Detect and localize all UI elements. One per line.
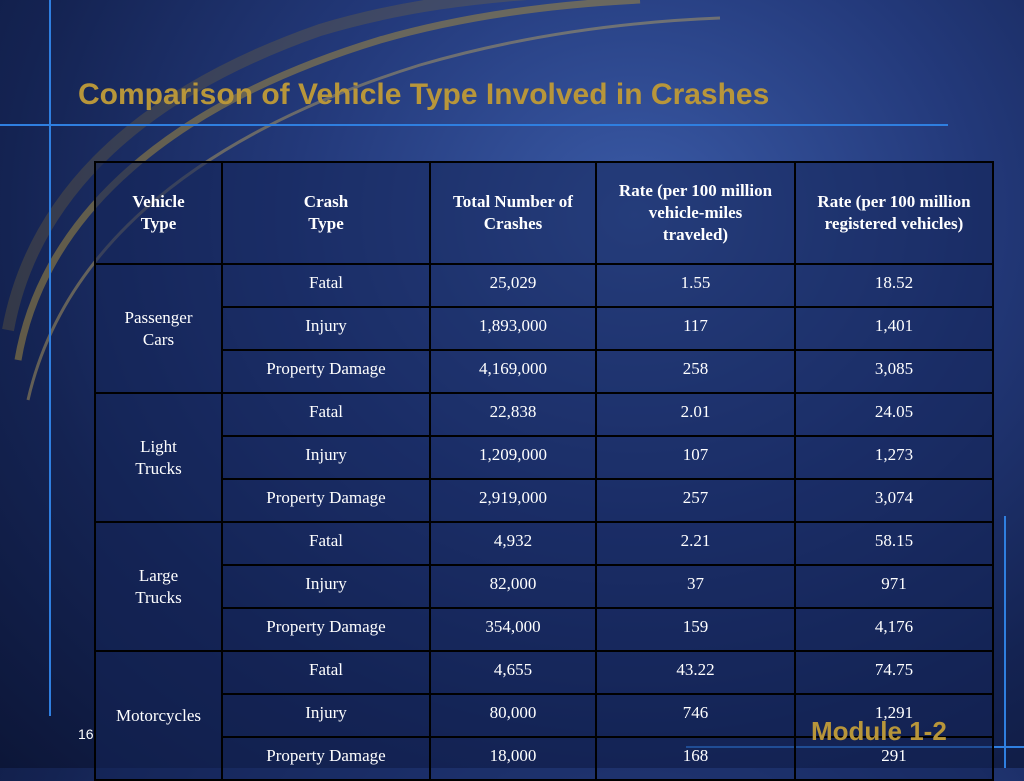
total-crashes-cell: 1,893,000 (429, 306, 597, 351)
table-row: Property Damage 2,919,000 257 3,074 (95, 478, 994, 523)
total-crashes-cell: 18,000 (429, 736, 597, 781)
vehicle-type-cell: Motorcycles (94, 650, 223, 781)
rate-vmt-cell: 37 (595, 564, 796, 609)
total-crashes-cell: 25,029 (429, 263, 597, 308)
header-text: Crashes (483, 214, 543, 233)
total-crashes-cell: 82,000 (429, 564, 597, 609)
vehicle-type-text: Passenger (124, 307, 193, 327)
rate-registered-cell: 24.05 (794, 392, 994, 437)
crash-type-cell: Property Damage (221, 349, 431, 394)
crash-type-cell: Fatal (221, 263, 431, 308)
table-row: Light Trucks Fatal 22,838 2.01 24.05 (94, 392, 994, 523)
title-underline (0, 124, 948, 126)
rate-registered-cell: 4,176 (794, 607, 994, 652)
rate-registered-cell: 3,085 (794, 349, 994, 394)
crash-type-cell: Injury (221, 564, 431, 609)
header-text: Rate (per 100 million (817, 192, 971, 211)
header-text: Vehicle (132, 192, 185, 211)
header-text: registered vehicles) (824, 214, 964, 233)
total-crashes-cell: 4,169,000 (429, 349, 597, 394)
header-text: traveled) (662, 225, 729, 244)
header-text: Type (308, 214, 344, 233)
total-crashes-cell: 1,209,000 (429, 435, 597, 480)
right-accent-line (1004, 516, 1006, 768)
table-row: Motorcycles Fatal 4,655 43.22 74.75 (94, 650, 994, 781)
vehicle-type-text: Large (138, 565, 179, 585)
vehicle-type-text: Cars (142, 329, 175, 349)
crash-type-cell: Injury (221, 693, 431, 738)
header-rate-registered: Rate (per 100 million registered vehicles… (794, 161, 994, 265)
table-row: Property Damage 4,169,000 258 3,085 (95, 349, 994, 394)
header-text: Crash (303, 192, 349, 211)
header-crash-type: Crash Type (221, 161, 431, 265)
rate-registered-cell: 971 (794, 564, 994, 609)
total-crashes-cell: 2,919,000 (429, 478, 597, 523)
vehicle-type-cell: Passenger Cars (94, 263, 223, 394)
table-row: Injury 82,000 37 971 (95, 564, 994, 609)
rate-vmt-cell: 2.21 (595, 521, 796, 566)
rate-vmt-cell: 258 (595, 349, 796, 394)
crash-type-cell: Property Damage (221, 736, 431, 781)
rate-registered-cell: 58.15 (794, 521, 994, 566)
total-crashes-cell: 4,932 (429, 521, 597, 566)
header-text: vehicle-miles (648, 203, 743, 222)
total-crashes-cell: 22,838 (429, 392, 597, 437)
header-row: Vehicle Type Crash Type Total Number of Crash… (94, 161, 994, 265)
rate-vmt-cell: 168 (595, 736, 796, 781)
crash-type-cell: Property Damage (221, 478, 431, 523)
rate-registered-cell: 1,291 (794, 693, 994, 738)
rate-vmt-cell: 117 (595, 306, 796, 351)
rate-vmt-cell: 257 (595, 478, 796, 523)
vehicle-type-cell: Large Trucks (94, 521, 223, 652)
rate-vmt-cell: 107 (595, 435, 796, 480)
table-row: Passenger Cars Fatal 25,029 1.55 18.52 (94, 263, 994, 394)
slide-title: Comparison of Vehicle Type Involved in C… (78, 78, 770, 111)
header-rate-vmt: Rate (per 100 million vehicle-miles travel… (595, 161, 796, 265)
rate-registered-cell: 1,273 (794, 435, 994, 480)
crash-type-cell: Fatal (221, 521, 431, 566)
crash-type-cell: Fatal (221, 650, 431, 695)
crash-comparison-table: Vehicle Type Crash Type Total Number of Crash… (94, 161, 994, 781)
rate-registered-cell: 3,074 (794, 478, 994, 523)
rate-vmt-cell: 746 (595, 693, 796, 738)
rate-vmt-cell: 159 (595, 607, 796, 652)
vehicle-type-text: Trucks (135, 587, 182, 607)
vehicle-type-text: Light (140, 436, 177, 456)
vehicle-type-text: Trucks (135, 458, 182, 478)
rate-vmt-cell: 43.22 (595, 650, 796, 695)
table-row: Injury 80,000 746 1,291 (95, 693, 994, 738)
crash-type-cell: Property Damage (221, 607, 431, 652)
table-row: Injury 1,209,000 107 1,273 (95, 435, 994, 480)
header-total-crashes: Total Number of Crashes (429, 161, 597, 265)
header-text: Rate (per 100 million (618, 181, 773, 200)
crash-type-cell: Injury (221, 435, 431, 480)
rate-registered-cell: 1,401 (794, 306, 994, 351)
header-text: Total Number of (453, 192, 573, 211)
rate-registered-cell: 18.52 (794, 263, 994, 308)
rate-registered-cell: 74.75 (794, 650, 994, 695)
total-crashes-cell: 354,000 (429, 607, 597, 652)
total-crashes-cell: 80,000 (429, 693, 597, 738)
crash-type-cell: Fatal (221, 392, 431, 437)
table-row: Injury 1,893,000 117 1,401 (95, 306, 994, 351)
header-vehicle-type: Vehicle Type (94, 161, 223, 265)
vehicle-type-text: Motorcycles (116, 705, 201, 725)
rate-vmt-cell: 1.55 (595, 263, 796, 308)
left-accent-line (49, 0, 51, 716)
table-row: Property Damage 354,000 159 4,176 (95, 607, 994, 652)
page-number: 16 (78, 726, 94, 742)
crash-type-cell: Injury (221, 306, 431, 351)
total-crashes-cell: 4,655 (429, 650, 597, 695)
rate-vmt-cell: 2.01 (595, 392, 796, 437)
table-row: Large Trucks Fatal 4,932 2.21 58.15 (94, 521, 994, 652)
header-text: Type (140, 214, 177, 233)
module-label: Module 1-2 (811, 716, 947, 746)
vehicle-type-cell: Light Trucks (94, 392, 223, 523)
